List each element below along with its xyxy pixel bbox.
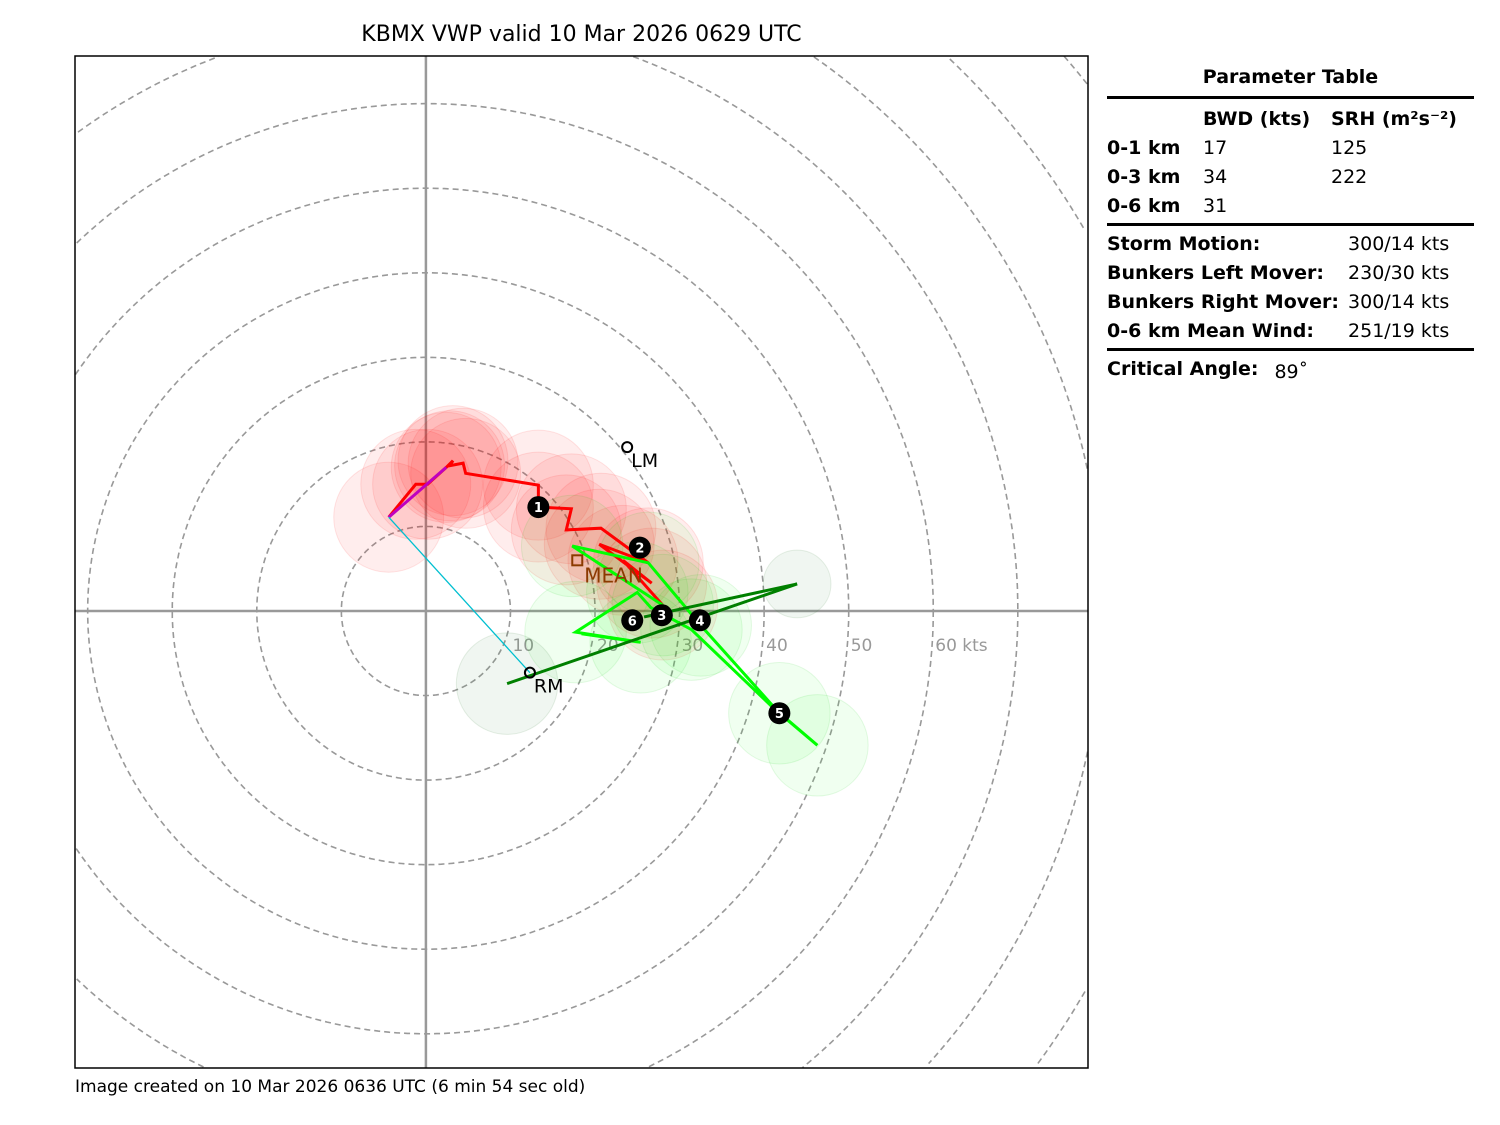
srh-value: 222 (1331, 166, 1368, 188)
range-ring (75, 187, 850, 611)
range-ring (928, 751, 1088, 1065)
height-marker (628, 536, 651, 559)
motion-label: Bunkers Right Mover: (1107, 291, 1340, 313)
height-marker (527, 496, 550, 519)
divider (1107, 96, 1474, 99)
srh-value (1331, 194, 1495, 219)
row-label: 0-3 km (1107, 166, 1181, 188)
range-ring (340, 525, 512, 697)
height-marker-label: 1 (534, 501, 543, 516)
motion-value: 230/30 kts (1348, 262, 1450, 284)
range-ring (647, 610, 935, 1068)
ring-label: 60 kts (935, 636, 988, 656)
motion-label: Storm Motion: (1107, 233, 1261, 255)
row-label: 0-1 km (1107, 137, 1181, 159)
hodograph-trace (506, 582, 798, 686)
motion-value: 251/19 kts (1348, 320, 1450, 342)
range-ring (76, 102, 935, 612)
critical-angle-row: Critical Angle: 89˚ (1107, 357, 1495, 385)
range-ring (1037, 991, 1086, 1065)
mean-wind-marker (571, 554, 584, 567)
col-spacer (1107, 107, 1203, 132)
ring-label: 40 (766, 636, 788, 656)
hodograph-trace (571, 544, 819, 747)
divider (1107, 223, 1474, 226)
height-marker (650, 604, 673, 627)
range-ring (813, 56, 1088, 471)
height-marker (621, 609, 644, 632)
srh-value: 125 (1331, 137, 1368, 159)
parameter-table-title: Parameter Table (1202, 66, 1379, 88)
plot-frame (74, 55, 1089, 1069)
height-marker-label: 3 (657, 609, 666, 624)
footer-text: Image created on 10 Mar 2026 0636 UTC (6… (75, 1077, 586, 1097)
critical-angle-label: Critical Angle: (1107, 358, 1259, 380)
motion-label: Bunkers Left Mover: (1107, 262, 1324, 284)
parameter-table: Parameter Table BWD (kts) SRH (m²s⁻²) 0-1… (1107, 66, 1495, 385)
hodograph-trace (387, 466, 448, 519)
shear-table: BWD (kts) SRH (m²s⁻²) 0-1 km 17 125 0-3 km 3… (1107, 107, 1495, 219)
col-srh: SRH (m²s⁻²) (1331, 108, 1457, 130)
height-marker-label: 2 (635, 542, 644, 557)
height-marker (688, 609, 711, 632)
mean-wind-label: MEAN (584, 563, 643, 587)
motion-table: Storm Motion: 300/14 kts Bunkers Left Mov… (1107, 232, 1495, 344)
storm-motion-label: LM (631, 450, 658, 472)
storm-motion-marker (523, 666, 536, 679)
ring-label: 10 (512, 636, 534, 656)
ring-label: 30 (682, 636, 704, 656)
height-marker-label: 4 (695, 614, 704, 629)
range-ring (171, 356, 681, 866)
chart-title: KBMX VWP valid 10 Mar 2026 0629 UTC (361, 22, 802, 47)
bwd-value: 34 (1203, 166, 1228, 188)
storm-motion-label: RM (534, 676, 564, 698)
range-ring (76, 978, 204, 1068)
height-marker-label: 5 (775, 707, 784, 722)
height-marker-label: 6 (628, 614, 637, 629)
critical-angle-value: 89˚ (1274, 361, 1309, 383)
row-label: 0-6 km (1107, 195, 1181, 217)
range-ring (801, 611, 1019, 1068)
range-ring (949, 58, 1086, 231)
storm-motion-marker (621, 441, 634, 454)
range-ring (77, 56, 219, 133)
motion-label: 0-6 km Mean Wind: (1107, 320, 1314, 342)
range-ring (1063, 56, 1088, 86)
hodograph-trace (388, 516, 531, 674)
bwd-value: 31 (1203, 195, 1228, 217)
divider (1107, 348, 1474, 351)
ring-label: 50 (851, 636, 873, 656)
bwd-value: 17 (1203, 137, 1228, 159)
motion-value: 300/14 kts (1348, 233, 1450, 255)
col-bwd: BWD (kts) (1203, 108, 1311, 130)
height-marker (768, 702, 791, 725)
motion-value: 300/14 kts (1348, 291, 1450, 313)
